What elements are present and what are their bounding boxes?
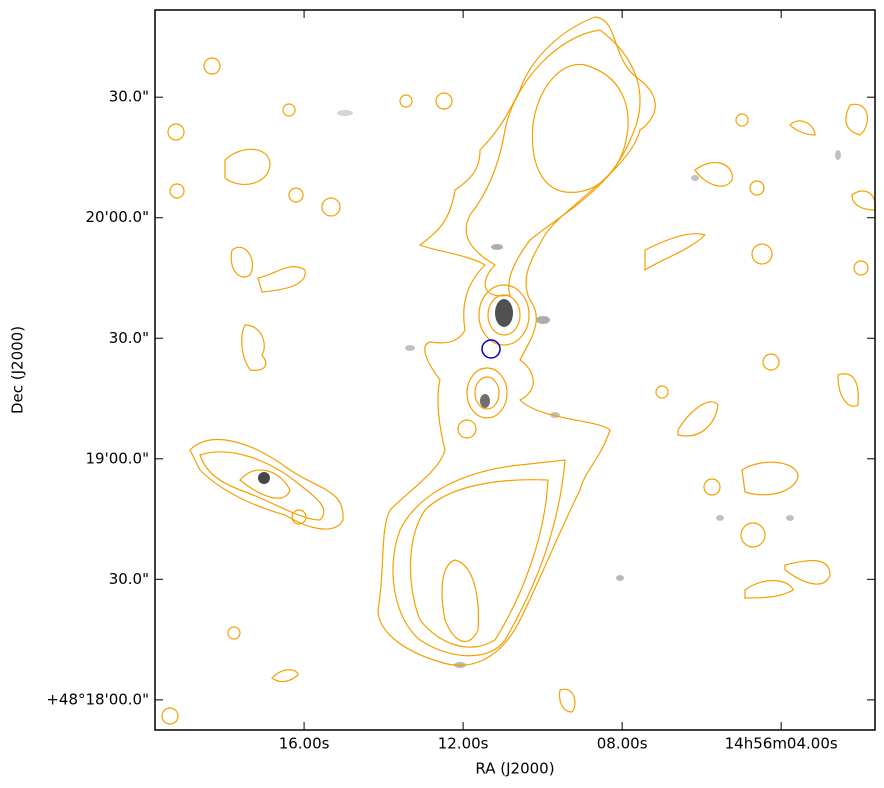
frame (154, 9, 876, 731)
y-tick-label: 20'00.0" (85, 208, 149, 226)
x-tick-label: 12.00s (438, 735, 489, 753)
radio-image (258, 110, 841, 668)
y-tick-label: +48°18'00.0" (46, 690, 149, 708)
y-tick-label: 19'00.0" (85, 449, 149, 467)
y-tick-label: 30.0" (109, 88, 149, 106)
image-area (155, 10, 875, 730)
y-axis-label: Dec (J2000) (9, 326, 27, 414)
beam-marker (481, 339, 501, 359)
contours (161, 16, 877, 725)
x-tick-label: 08.00s (597, 735, 648, 753)
x-axis-label: RA (J2000) (475, 760, 554, 778)
x-tick-label: 14h56m04.00s (725, 735, 838, 753)
y-tick-label: 30.0" (109, 329, 149, 347)
y-tick-label: 30.0" (109, 570, 149, 588)
x-tick-label: 16.00s (279, 735, 330, 753)
